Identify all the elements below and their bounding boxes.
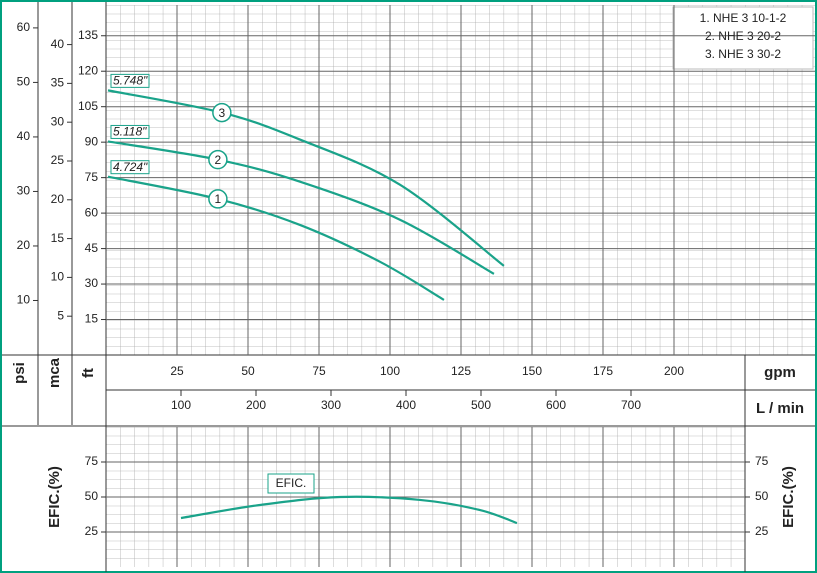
x-tick-label: 700 xyxy=(621,398,641,412)
legend-entry: 2. NHE 3 20-2 xyxy=(705,29,781,43)
axis-label: EFIC.(%) xyxy=(780,466,797,528)
y-tick-label: 50 xyxy=(17,75,31,89)
x-tick-label: 175 xyxy=(593,364,613,378)
y-tick-label: 25 xyxy=(755,524,769,538)
curve-marker xyxy=(212,102,232,123)
y-tick-label: 75 xyxy=(755,454,769,468)
x-tick-label: 600 xyxy=(546,398,566,412)
legend-entry: 3. NHE 3 30-2 xyxy=(705,47,781,61)
curve-marker-label: 3 xyxy=(219,106,226,120)
curve-marker xyxy=(208,189,228,209)
x-tick-label: 150 xyxy=(522,364,542,378)
x-tick-label: 50 xyxy=(241,364,255,378)
axis-label: gpm xyxy=(764,364,796,381)
axis-label: psi xyxy=(11,362,28,384)
x-tick-label: 400 xyxy=(396,398,416,412)
curve xyxy=(180,495,518,525)
y-tick-label: 135 xyxy=(78,28,98,42)
y-tick-label: 75 xyxy=(85,454,99,468)
y-tick-label: 60 xyxy=(85,205,99,219)
annotation: 5.118" xyxy=(113,125,147,139)
y-tick-label: 25 xyxy=(51,153,65,167)
y-tick-label: 45 xyxy=(85,241,99,255)
y-tick-label: 75 xyxy=(85,170,99,184)
y-tick-label: 30 xyxy=(17,184,31,198)
y-tick-label: 25 xyxy=(85,524,99,538)
y-tick-label: 35 xyxy=(51,76,65,90)
annotation-box xyxy=(110,73,150,88)
y-tick-label: 30 xyxy=(51,114,65,128)
x-tick-label: 100 xyxy=(380,364,400,378)
y-tick-label: 50 xyxy=(755,489,769,503)
x-tick-label: 75 xyxy=(312,364,326,378)
y-tick-label: 20 xyxy=(51,192,65,206)
y-tick-label: 40 xyxy=(51,37,65,51)
annotation: 5.748" xyxy=(113,74,148,88)
curve-marker-label: 1 xyxy=(215,192,222,206)
series-label: EFIC. xyxy=(276,476,307,490)
axis-label: ft xyxy=(80,368,97,378)
y-tick-label: 120 xyxy=(78,63,98,77)
y-tick-label: 10 xyxy=(17,293,31,307)
series-label-box xyxy=(267,473,315,494)
axis-label: L / min xyxy=(756,400,804,417)
y-tick-label: 15 xyxy=(51,231,65,245)
y-tick-label: 20 xyxy=(17,238,31,252)
legend-entry: 1. NHE 3 10-1-2 xyxy=(700,11,787,25)
y-tick-label: 15 xyxy=(85,312,99,326)
axis-label: EFIC.(%) xyxy=(46,466,63,528)
x-tick-label: 25 xyxy=(170,364,184,378)
x-tick-label: 200 xyxy=(246,398,266,412)
y-tick-label: 30 xyxy=(85,276,99,290)
annotation: 4.724" xyxy=(113,160,148,174)
y-tick-label: 50 xyxy=(85,489,99,503)
curve xyxy=(107,140,495,275)
curve xyxy=(107,175,445,301)
y-tick-label: 60 xyxy=(17,20,31,34)
y-tick-label: 10 xyxy=(51,270,65,284)
y-tick-label: 5 xyxy=(57,308,64,322)
annotation-box xyxy=(110,160,150,175)
y-tick-label: 40 xyxy=(17,129,31,143)
curve xyxy=(107,89,505,267)
y-tick-label: 105 xyxy=(78,99,98,113)
legend-box xyxy=(672,6,814,70)
curve-marker xyxy=(208,149,228,170)
axis-label: mca xyxy=(46,357,63,388)
x-tick-label: 125 xyxy=(451,364,471,378)
x-tick-label: 300 xyxy=(321,398,341,412)
annotation-box xyxy=(110,124,150,139)
x-tick-label: 100 xyxy=(171,398,191,412)
curve-marker-label: 2 xyxy=(215,153,222,167)
y-tick-label: 90 xyxy=(85,134,99,148)
x-tick-label: 200 xyxy=(664,364,684,378)
x-tick-label: 500 xyxy=(471,398,491,412)
